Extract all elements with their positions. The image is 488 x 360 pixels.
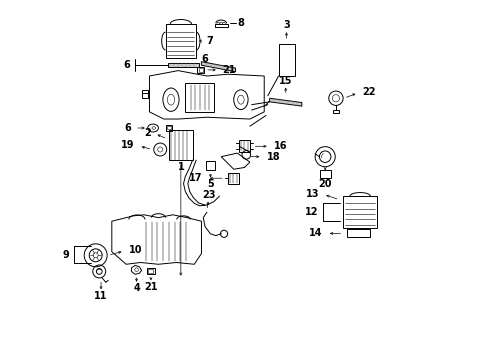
Text: 6: 6: [201, 54, 207, 64]
Text: 13: 13: [305, 189, 319, 199]
Text: 16: 16: [273, 141, 287, 151]
Text: 17: 17: [189, 173, 202, 183]
Bar: [228, 173, 239, 184]
Bar: [346, 229, 369, 237]
Text: 12: 12: [304, 207, 317, 217]
Text: 10: 10: [129, 245, 142, 255]
Text: 11: 11: [94, 291, 107, 301]
Bar: [198, 68, 203, 72]
Bar: [148, 269, 153, 273]
Bar: [185, 83, 214, 112]
Text: 7: 7: [206, 36, 213, 46]
Bar: [197, 67, 204, 73]
Text: 18: 18: [266, 152, 280, 162]
Bar: [168, 63, 199, 67]
Polygon shape: [269, 98, 301, 106]
Text: 4: 4: [133, 283, 140, 293]
Text: 21: 21: [222, 65, 235, 75]
Bar: [165, 125, 172, 131]
Bar: [147, 268, 155, 274]
Bar: [165, 24, 196, 58]
Text: 14: 14: [308, 229, 322, 238]
Bar: [332, 110, 338, 113]
Text: 6: 6: [124, 123, 131, 133]
Text: 1: 1: [177, 162, 184, 172]
Bar: [319, 170, 330, 178]
Bar: [343, 196, 376, 228]
Bar: [278, 44, 294, 76]
Text: 8: 8: [237, 18, 244, 28]
Text: 6: 6: [123, 60, 129, 70]
Polygon shape: [201, 62, 235, 72]
Text: 22: 22: [362, 87, 375, 97]
Bar: [169, 130, 192, 160]
Bar: [214, 24, 227, 27]
Text: 3: 3: [283, 20, 289, 30]
Text: 15: 15: [279, 76, 292, 86]
Bar: [239, 140, 249, 152]
Text: 21: 21: [144, 282, 157, 292]
Text: 19: 19: [121, 140, 134, 150]
Text: 2: 2: [143, 128, 150, 138]
Bar: [142, 90, 147, 98]
Text: 9: 9: [62, 249, 69, 260]
Text: 5: 5: [206, 179, 213, 189]
Text: 20: 20: [318, 179, 331, 189]
Text: 23: 23: [202, 190, 215, 200]
Bar: [206, 161, 215, 170]
Bar: [167, 126, 170, 129]
